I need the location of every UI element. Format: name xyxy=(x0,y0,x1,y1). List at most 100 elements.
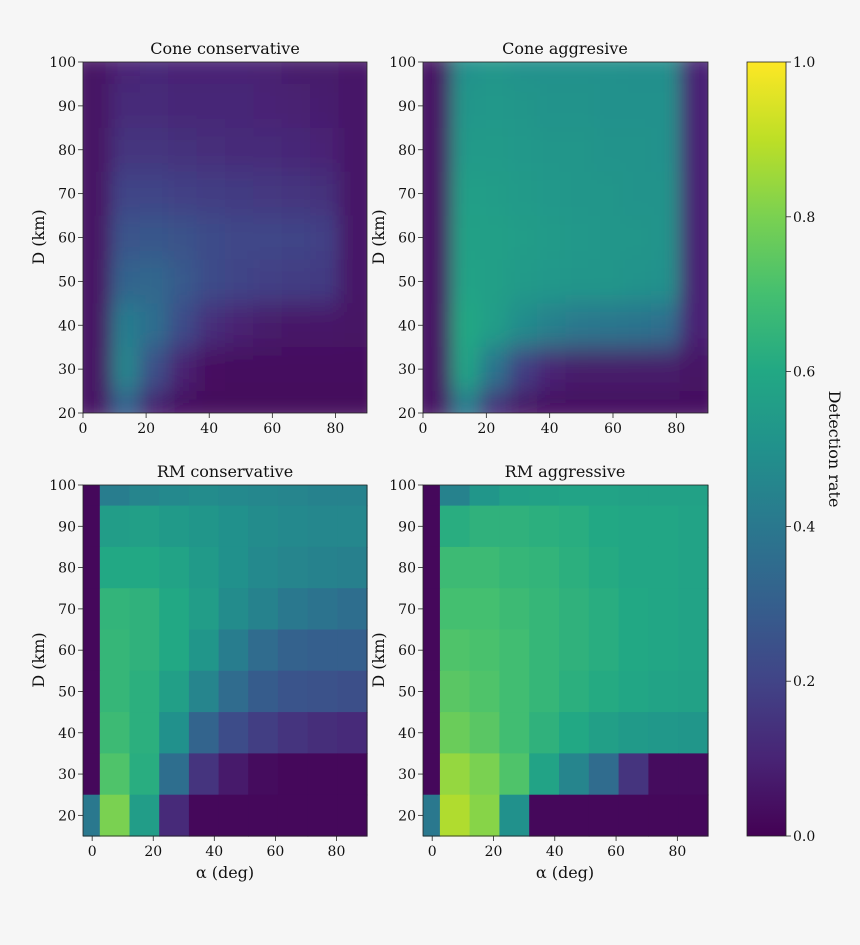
heatmap-cell xyxy=(451,127,481,173)
heatmap-cell xyxy=(129,629,160,672)
heatmap-cell xyxy=(225,62,254,85)
heatmap-cell xyxy=(679,62,708,85)
heatmap-cell xyxy=(253,83,283,129)
heatmap-cell xyxy=(248,753,279,796)
x-tick-label: 0 xyxy=(428,844,437,860)
heatmap-cell xyxy=(622,303,652,348)
heatmap-cell xyxy=(159,546,190,589)
heatmap-cell xyxy=(338,83,367,129)
heatmap-cell xyxy=(559,753,590,796)
heatmap-cell xyxy=(83,303,112,348)
heatmap-cell xyxy=(423,546,441,589)
heatmap-cell xyxy=(139,303,169,348)
heatmap-cell xyxy=(225,391,254,413)
heatmap-cell xyxy=(139,259,169,304)
heatmap-cell xyxy=(679,391,708,413)
heatmap-cell xyxy=(648,712,679,754)
x-tick-label: 0 xyxy=(88,844,97,860)
heatmap-cell xyxy=(248,712,279,754)
y-tick-label: 100 xyxy=(389,55,416,71)
panel-title: Cone conservative xyxy=(150,39,300,58)
heatmap-cell xyxy=(423,62,453,85)
heatmap-cell xyxy=(508,215,538,261)
heatmap-cell xyxy=(188,505,220,548)
heatmap-cell xyxy=(338,62,367,85)
heatmap-cell xyxy=(622,391,652,413)
heatmap-cell xyxy=(225,127,254,173)
heatmap-cell xyxy=(618,546,649,589)
heatmap-cell xyxy=(83,391,112,413)
x-tick-label: 80 xyxy=(668,844,686,860)
heatmap-cell xyxy=(651,303,681,348)
heatmap-cell xyxy=(423,753,441,796)
heatmap-cell xyxy=(168,83,198,129)
heatmap-cell xyxy=(423,127,453,173)
heatmap-cell xyxy=(129,794,160,837)
heatmap-cell xyxy=(188,546,220,589)
heatmap-cell xyxy=(648,505,679,548)
x-tick-label: 60 xyxy=(266,844,284,860)
panel-title: RM aggressive xyxy=(505,462,626,481)
y-tick-label: 20 xyxy=(398,808,416,824)
heatmap-cell xyxy=(499,546,530,589)
heatmap-cell xyxy=(508,391,538,413)
heatmap-cell xyxy=(159,505,190,548)
heatmap-cell xyxy=(196,347,226,392)
heatmap-cell xyxy=(618,794,649,837)
heatmap-cell xyxy=(168,391,198,413)
heatmap-cell xyxy=(651,127,681,173)
heatmap-cell xyxy=(277,485,309,507)
heatmap-cell xyxy=(307,712,338,754)
heatmap-cell xyxy=(499,485,530,507)
heatmap-cell xyxy=(588,629,620,672)
heatmap-cell xyxy=(159,712,190,754)
heatmap-cell xyxy=(83,629,101,672)
heatmap-cell xyxy=(508,171,538,217)
heatmap-cell xyxy=(225,347,254,392)
heatmap-cell xyxy=(338,215,367,261)
y-tick-label: 100 xyxy=(389,478,416,494)
heatmap-cell xyxy=(277,588,309,631)
heatmap-cell xyxy=(129,546,160,589)
heatmap-cell xyxy=(159,753,190,796)
heatmap-cell xyxy=(423,83,453,129)
heatmap-cell xyxy=(480,171,510,217)
colorbar-tick-label: 0.0 xyxy=(793,829,815,845)
y-axis-label: D (km) xyxy=(369,632,388,687)
heatmap-cell xyxy=(188,588,220,631)
heatmap-cell xyxy=(480,303,510,348)
heatmap-cell xyxy=(537,391,567,413)
heatmap-cell xyxy=(139,391,169,413)
heatmap-cell xyxy=(559,485,590,507)
heatmap-cell xyxy=(307,485,338,507)
heatmap-cell xyxy=(281,215,311,261)
y-tick-label: 90 xyxy=(58,99,76,115)
heatmap-cell xyxy=(253,303,283,348)
heatmap-cell xyxy=(188,794,220,837)
heatmap-cell xyxy=(83,62,112,85)
heatmap-cell xyxy=(277,546,309,589)
heatmap-cell xyxy=(508,347,538,392)
heatmap-cell xyxy=(337,629,368,672)
heatmap-cell xyxy=(469,629,500,672)
heatmap-cell xyxy=(565,83,595,129)
heatmap-cell xyxy=(559,712,590,754)
heatmap-cell xyxy=(678,505,709,548)
x-tick-label: 80 xyxy=(327,421,345,437)
heatmap-cell xyxy=(277,712,309,754)
heatmap-cell xyxy=(225,259,254,304)
heatmap-cell xyxy=(111,83,141,129)
heatmap-cell xyxy=(588,712,620,754)
heatmap-cell xyxy=(423,485,441,507)
heatmap-cell xyxy=(83,505,101,548)
heatmap-cell xyxy=(310,215,340,261)
heatmap-cell xyxy=(537,83,567,129)
heatmap-cell xyxy=(648,670,679,713)
heatmap-cell xyxy=(253,171,283,217)
y-tick-label: 50 xyxy=(398,274,416,290)
heatmap-cell xyxy=(196,62,226,85)
heatmap-cell xyxy=(469,712,500,754)
heatmap-cell xyxy=(588,505,620,548)
heatmap-cell xyxy=(196,83,226,129)
heatmap-cell xyxy=(618,588,649,631)
